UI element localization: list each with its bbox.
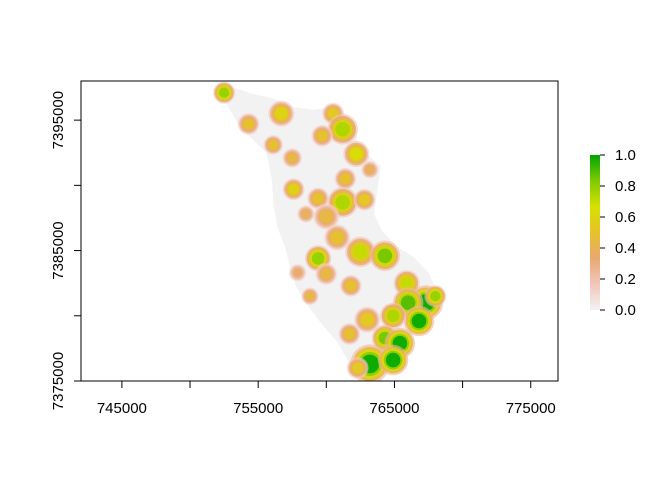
hotspot <box>346 357 369 379</box>
hotspot-ring <box>335 122 351 137</box>
legend-tick-label: 0.6 <box>615 209 636 226</box>
legend-tick-label: 0.8 <box>615 178 636 195</box>
hotspot-ring <box>400 295 416 311</box>
hotspot <box>369 240 401 272</box>
hotspot-ring <box>335 195 351 210</box>
hotspot <box>297 205 315 223</box>
hotspot <box>301 287 319 305</box>
hotspot-ring <box>275 107 288 120</box>
legend-tick-label: 0.4 <box>615 240 636 257</box>
hotspot <box>361 161 379 179</box>
hotspot <box>334 167 357 190</box>
hotspot <box>327 114 359 145</box>
hotspot-ring <box>218 87 230 98</box>
hotspot <box>268 100 295 127</box>
hotspot-ring <box>330 231 344 244</box>
hotspot <box>343 140 370 168</box>
hotspot-ring <box>345 280 356 291</box>
hotspot-ring <box>353 244 368 260</box>
legend-tick-label: 0.0 <box>615 302 636 319</box>
hotspot <box>313 203 340 230</box>
hotspot-ring <box>321 268 332 280</box>
hotspot <box>315 263 338 285</box>
hotspot-ring <box>352 362 363 374</box>
hotspot-ring <box>411 313 427 329</box>
y-tick-label: 7395000 <box>50 91 67 149</box>
hotspot <box>213 81 236 104</box>
hotspot <box>424 285 447 308</box>
hotspot-ring <box>312 193 324 204</box>
hotspot <box>345 236 376 268</box>
hotspot <box>307 187 329 210</box>
hotspot-ring <box>400 276 414 290</box>
hotspot-ring <box>365 165 375 174</box>
hotspot <box>305 245 332 272</box>
hotspot-ring <box>377 248 393 264</box>
hotspot-ring <box>305 292 315 301</box>
y-tick-label: 7375000 <box>50 352 67 410</box>
hotspot <box>263 135 284 155</box>
hotspot <box>339 274 362 297</box>
x-tick-label: 775000 <box>506 400 556 417</box>
hotspot-ring <box>311 252 325 265</box>
y-tick-label: 7385000 <box>50 221 67 279</box>
colorbar <box>590 155 600 310</box>
hotspot-ring <box>360 313 374 327</box>
colorbar-ticks: 0.0 0.2 0.4 0.6 0.8 1.0 <box>600 147 636 319</box>
hotspot-ring <box>320 210 333 223</box>
y-axis: 7375000 7385000 7395000 <box>50 91 81 410</box>
hotspot-ring <box>317 130 328 141</box>
hotspot-ring <box>243 118 254 130</box>
hotspot-ring <box>344 328 355 340</box>
plot-frame <box>80 80 559 382</box>
hotspot <box>324 224 351 251</box>
hotspot-ring <box>293 268 302 277</box>
x-tick-label: 765000 <box>369 400 419 417</box>
raster-layer <box>213 81 447 381</box>
hotspot-layer <box>213 81 447 381</box>
legend-tick-label: 1.0 <box>615 147 636 164</box>
hotspot <box>289 264 307 282</box>
hotspot-ring <box>287 153 297 163</box>
hotspot <box>282 148 303 168</box>
hotspot-ring <box>340 173 351 184</box>
x-tick-label: 745000 <box>97 400 147 417</box>
hotspot <box>237 113 260 135</box>
hotspot <box>282 178 305 201</box>
hotspot-ring <box>350 147 363 161</box>
colorbar-legend: 0.0 0.2 0.4 0.6 0.8 1.0 <box>590 147 636 319</box>
hotspot <box>338 323 361 345</box>
hotspot <box>377 344 409 376</box>
hotspot-ring <box>288 184 299 195</box>
x-tick-label: 755000 <box>233 400 283 417</box>
hotspot <box>403 305 435 337</box>
legend-tick-label: 0.2 <box>615 271 636 288</box>
hotspot-ring <box>386 309 400 323</box>
hotspot <box>311 124 334 147</box>
hotspot-ring <box>430 291 441 302</box>
hotspot-ring <box>359 194 370 205</box>
hotspot-ring <box>268 140 278 150</box>
hotspot-ring <box>301 209 311 219</box>
hotspot <box>354 306 381 333</box>
hotspot <box>380 302 407 329</box>
x-axis: 745000 755000 765000 775000 <box>97 381 556 417</box>
hotspot-ring <box>385 352 401 368</box>
hotspot <box>353 188 376 211</box>
